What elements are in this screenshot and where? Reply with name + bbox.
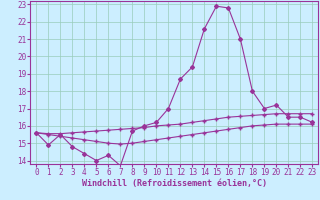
X-axis label: Windchill (Refroidissement éolien,°C): Windchill (Refroidissement éolien,°C) — [82, 179, 267, 188]
